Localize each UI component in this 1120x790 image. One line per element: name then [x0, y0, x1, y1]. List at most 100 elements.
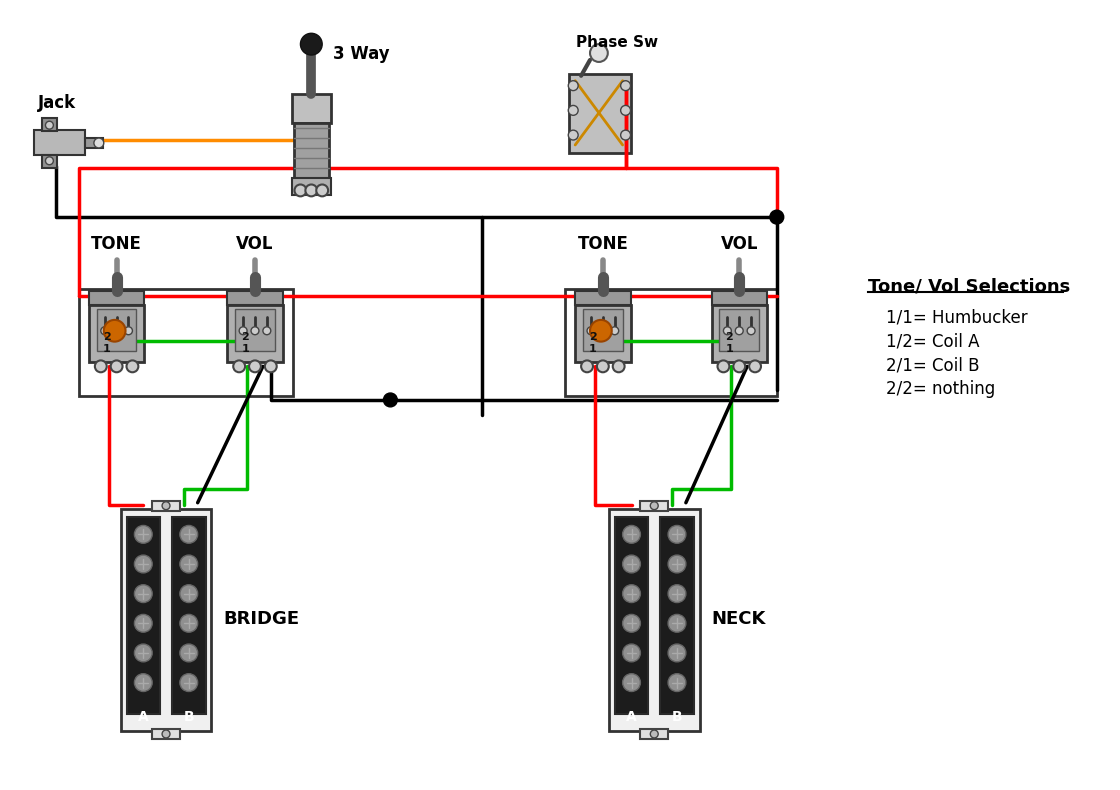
Text: Phase Sw: Phase Sw: [576, 35, 659, 50]
Circle shape: [724, 327, 731, 335]
Bar: [711, 292, 767, 305]
Circle shape: [669, 585, 685, 603]
Text: VOL: VOL: [236, 235, 273, 253]
Circle shape: [251, 327, 259, 335]
Text: Jack: Jack: [38, 95, 76, 112]
Bar: [88, 292, 144, 305]
Bar: [293, 123, 329, 178]
Circle shape: [249, 360, 261, 372]
Circle shape: [46, 121, 54, 129]
Circle shape: [240, 327, 248, 335]
Text: 2: 2: [103, 332, 111, 342]
Circle shape: [623, 585, 641, 603]
Circle shape: [180, 615, 197, 632]
Bar: [711, 305, 767, 363]
Circle shape: [613, 360, 625, 372]
Bar: [641, 729, 669, 739]
Circle shape: [769, 210, 784, 224]
Circle shape: [747, 327, 755, 335]
Bar: [227, 305, 282, 363]
Bar: [41, 118, 57, 131]
Circle shape: [111, 360, 122, 372]
Circle shape: [306, 185, 317, 197]
Circle shape: [134, 525, 152, 544]
Circle shape: [180, 644, 197, 662]
Circle shape: [669, 555, 685, 573]
Circle shape: [264, 360, 277, 372]
Bar: [609, 509, 700, 731]
Text: 1: 1: [589, 344, 597, 354]
Text: 2: 2: [241, 332, 249, 342]
Circle shape: [620, 130, 631, 140]
Bar: [152, 729, 180, 739]
Circle shape: [620, 105, 631, 115]
Circle shape: [162, 730, 170, 738]
Bar: [88, 305, 144, 363]
Text: TONE: TONE: [578, 235, 628, 253]
Circle shape: [104, 320, 125, 341]
Circle shape: [180, 555, 197, 573]
Circle shape: [587, 327, 595, 335]
Circle shape: [180, 674, 197, 691]
Text: B: B: [672, 710, 682, 724]
Text: VOL: VOL: [720, 235, 758, 253]
Circle shape: [581, 360, 592, 372]
Circle shape: [669, 644, 685, 662]
Circle shape: [124, 327, 132, 335]
Circle shape: [101, 327, 109, 335]
Circle shape: [134, 674, 152, 691]
Bar: [576, 305, 631, 363]
Circle shape: [718, 360, 729, 372]
Bar: [121, 509, 212, 731]
Circle shape: [295, 185, 307, 197]
Circle shape: [568, 130, 578, 140]
Circle shape: [162, 502, 170, 510]
Circle shape: [568, 81, 578, 91]
Bar: [96, 309, 137, 351]
Text: A: A: [138, 710, 149, 724]
Circle shape: [623, 674, 641, 691]
Circle shape: [180, 525, 197, 544]
Text: 2/1= Coil B: 2/1= Coil B: [886, 356, 979, 374]
Circle shape: [734, 360, 745, 372]
Circle shape: [749, 360, 760, 372]
Bar: [291, 93, 332, 123]
Bar: [566, 289, 777, 396]
Circle shape: [134, 555, 152, 573]
Circle shape: [127, 360, 139, 372]
Text: NECK: NECK: [711, 611, 766, 628]
Circle shape: [383, 393, 398, 407]
Circle shape: [610, 327, 618, 335]
Text: 1: 1: [726, 344, 734, 354]
Circle shape: [669, 525, 685, 544]
Circle shape: [651, 502, 659, 510]
Text: Tone/ Vol Selections: Tone/ Vol Selections: [868, 277, 1070, 295]
Text: 1/2= Coil A: 1/2= Coil A: [886, 333, 979, 351]
Text: BRIDGE: BRIDGE: [223, 611, 299, 628]
Text: 2: 2: [589, 332, 597, 342]
Bar: [34, 130, 85, 155]
Circle shape: [134, 585, 152, 603]
Bar: [569, 73, 631, 153]
Bar: [576, 292, 631, 305]
Text: 1: 1: [103, 344, 111, 354]
Bar: [235, 309, 274, 351]
Text: B: B: [184, 710, 194, 724]
Circle shape: [669, 674, 685, 691]
Circle shape: [623, 615, 641, 632]
Circle shape: [620, 81, 631, 91]
Circle shape: [180, 585, 197, 603]
Circle shape: [300, 33, 323, 55]
Bar: [584, 309, 623, 351]
Text: TONE: TONE: [91, 235, 142, 253]
Circle shape: [590, 44, 608, 62]
Circle shape: [568, 105, 578, 115]
Circle shape: [95, 360, 106, 372]
Circle shape: [134, 615, 152, 632]
Bar: [227, 292, 282, 305]
Circle shape: [263, 327, 271, 335]
Bar: [615, 517, 648, 714]
Circle shape: [113, 327, 121, 335]
Circle shape: [316, 185, 328, 197]
Bar: [172, 517, 206, 714]
